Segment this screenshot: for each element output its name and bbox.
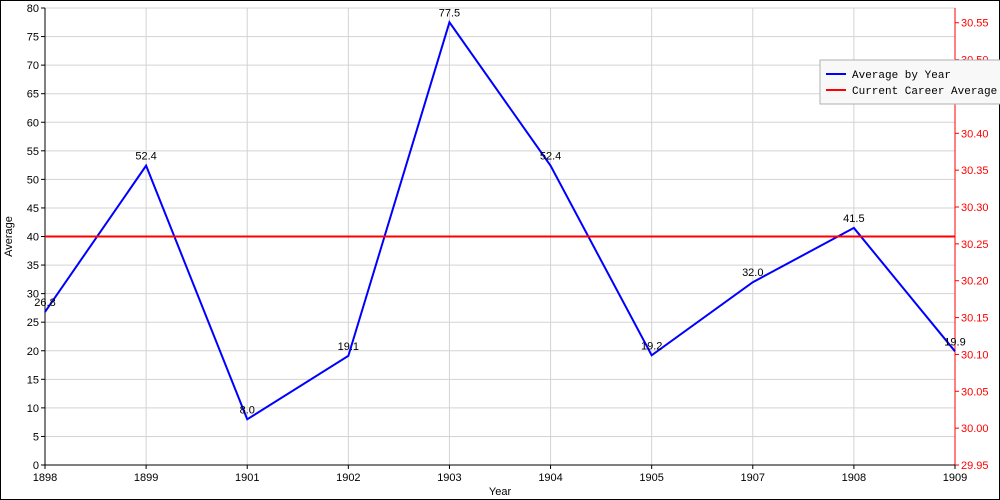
x-tick-label: 1903 bbox=[437, 472, 461, 484]
y-right-tick-label: 30.55 bbox=[961, 18, 989, 30]
y-left-tick-label: 80 bbox=[27, 3, 39, 15]
x-tick-label: 1905 bbox=[639, 472, 663, 484]
data-point-label: 8.0 bbox=[240, 404, 255, 416]
x-tick-label: 1898 bbox=[33, 472, 57, 484]
data-point-label: 26.8 bbox=[34, 297, 55, 309]
x-tick-label: 1901 bbox=[235, 472, 259, 484]
y-left-tick-label: 60 bbox=[27, 117, 39, 129]
y-left-tick-label: 15 bbox=[27, 374, 39, 386]
y-right-tick-label: 30.40 bbox=[961, 128, 989, 140]
y-left-tick-label: 70 bbox=[27, 60, 39, 72]
data-point-label: 77.5 bbox=[439, 7, 460, 19]
x-tick-label: 1902 bbox=[336, 472, 360, 484]
y-left-tick-label: 65 bbox=[27, 89, 39, 101]
y-right-tick-label: 30.35 bbox=[961, 165, 989, 177]
data-point-label: 52.4 bbox=[540, 151, 561, 163]
y-left-tick-label: 50 bbox=[27, 174, 39, 186]
legend-label: Current Career Average bbox=[852, 86, 997, 98]
x-tick-label: 1909 bbox=[943, 472, 967, 484]
series-line bbox=[45, 22, 955, 419]
y-axis-left-title: Average bbox=[3, 216, 15, 257]
y-left-tick-label: 40 bbox=[27, 232, 39, 244]
y-left-tick-label: 0 bbox=[33, 460, 39, 472]
y-right-tick-label: 30.15 bbox=[961, 313, 989, 325]
y-left-tick-label: 25 bbox=[27, 317, 39, 329]
data-point-label: 41.5 bbox=[843, 213, 864, 225]
y-right-tick-label: 30.05 bbox=[961, 386, 989, 398]
x-axis-title: Year bbox=[489, 486, 512, 498]
y-right-tick-label: 30.10 bbox=[961, 349, 989, 361]
data-point-label: 19.1 bbox=[338, 341, 359, 353]
y-right-tick-label: 30.20 bbox=[961, 276, 989, 288]
y-left-tick-label: 35 bbox=[27, 260, 39, 272]
y-right-tick-label: 30.00 bbox=[961, 423, 989, 435]
y-right-tick-label: 30.30 bbox=[961, 202, 989, 214]
x-tick-label: 1904 bbox=[538, 472, 562, 484]
data-point-label: 19.9 bbox=[944, 336, 965, 348]
y-right-tick-label: 29.95 bbox=[961, 460, 989, 472]
chart-svg: 0510152025303540455055606570758029.9530.… bbox=[0, 0, 1000, 500]
dual-axis-line-chart: 0510152025303540455055606570758029.9530.… bbox=[0, 0, 1000, 500]
y-left-tick-label: 55 bbox=[27, 146, 39, 158]
data-point-label: 32.0 bbox=[742, 267, 763, 279]
y-left-tick-label: 10 bbox=[27, 403, 39, 415]
legend-label: Average by Year bbox=[852, 70, 951, 82]
y-left-tick-label: 45 bbox=[27, 203, 39, 215]
y-left-tick-label: 20 bbox=[27, 346, 39, 358]
x-tick-label: 1908 bbox=[842, 472, 866, 484]
x-tick-label: 1899 bbox=[134, 472, 158, 484]
y-left-tick-label: 5 bbox=[33, 431, 39, 443]
y-right-tick-label: 30.25 bbox=[961, 239, 989, 251]
y-left-tick-label: 75 bbox=[27, 32, 39, 44]
x-tick-label: 1907 bbox=[741, 472, 765, 484]
data-point-label: 19.2 bbox=[641, 340, 662, 352]
data-point-label: 52.4 bbox=[135, 151, 156, 163]
